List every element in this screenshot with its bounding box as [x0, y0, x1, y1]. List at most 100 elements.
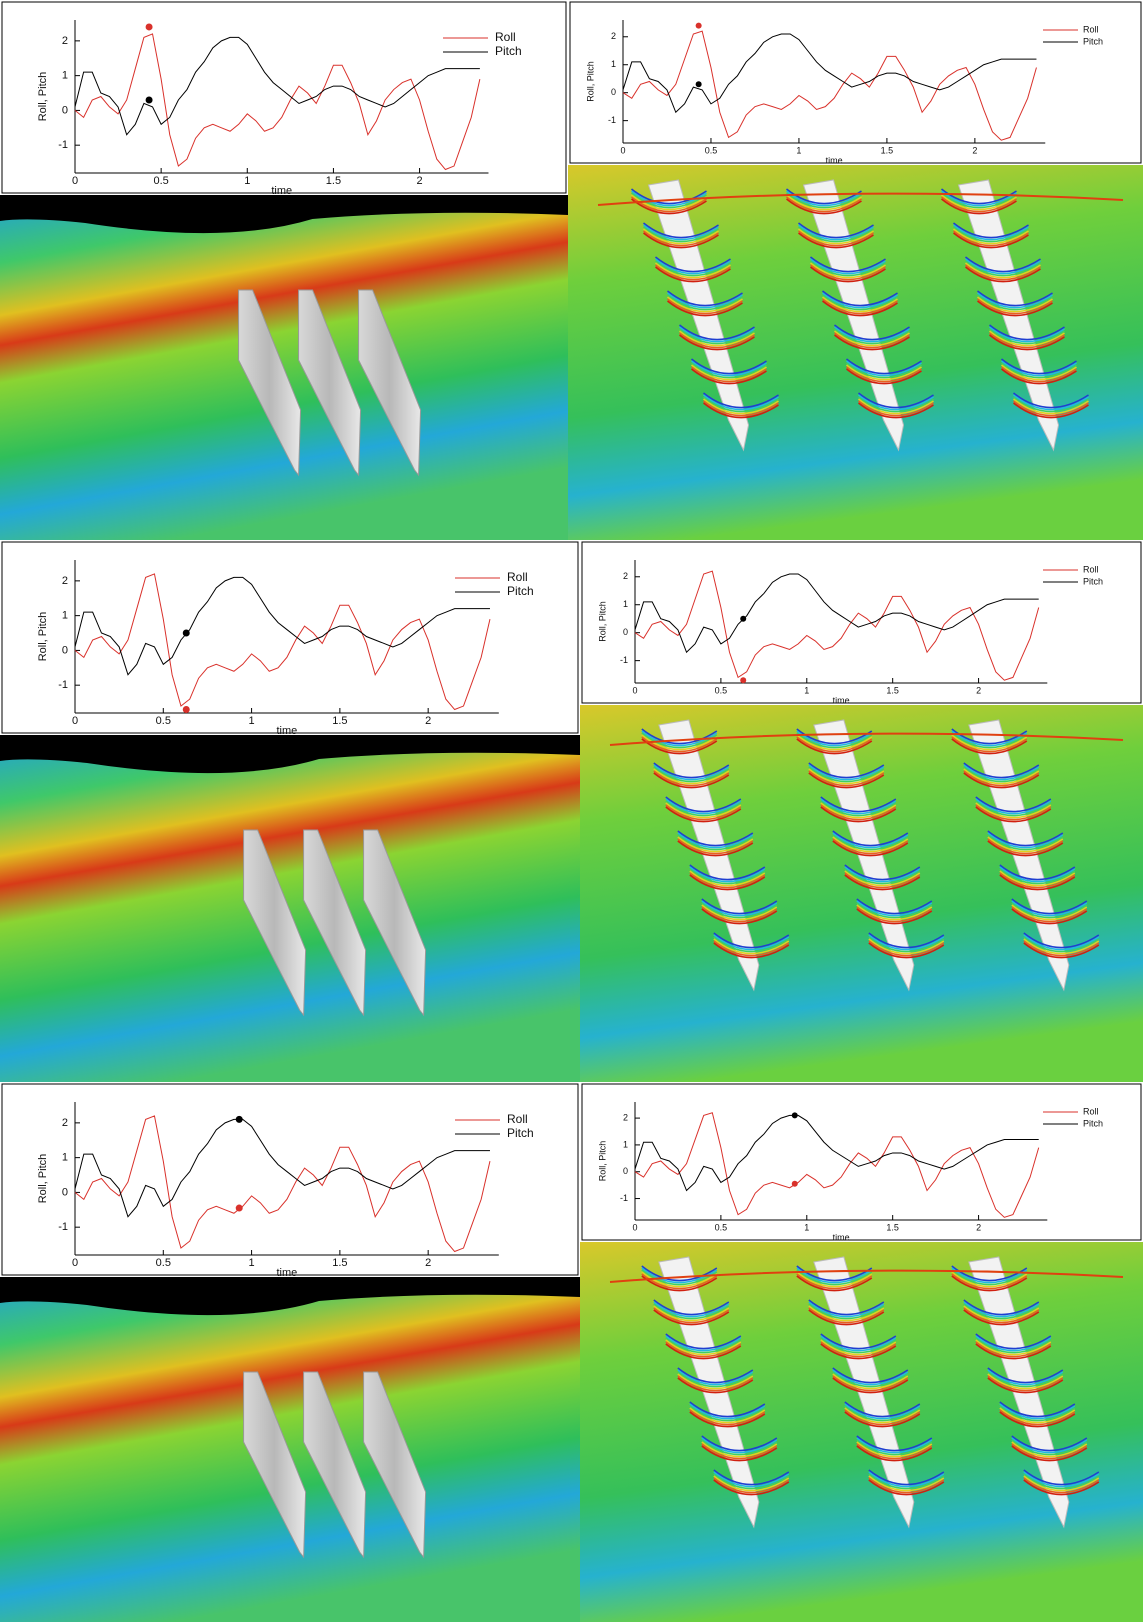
time-marker — [146, 96, 153, 103]
x-tick-label: 0 — [72, 1257, 78, 1269]
y-tick-label: 1 — [623, 1139, 628, 1149]
y-tick-label: 0 — [623, 1166, 628, 1176]
time-marker — [792, 1181, 798, 1187]
x-axis-label: time — [833, 695, 850, 705]
time-marker — [146, 23, 153, 30]
legend-label: Pitch — [507, 584, 534, 598]
flow-visualization — [580, 705, 1143, 1082]
x-tick-label: 1.5 — [332, 715, 347, 727]
legend-label: Pitch — [1083, 1118, 1103, 1128]
chart-background — [582, 542, 1141, 703]
chart-background — [2, 1084, 578, 1275]
flow-field — [0, 1277, 580, 1622]
chart-background — [582, 1084, 1141, 1240]
y-tick-label: -1 — [58, 139, 68, 151]
chart-panel: 00.511.52-1012timeRoll, PitchRollPitch — [2, 542, 578, 737]
y-tick-label: -1 — [620, 655, 628, 665]
y-tick-label: 2 — [62, 35, 68, 47]
x-tick-label: 1.5 — [881, 145, 894, 155]
chart-panel: 00.511.52-1012timeRoll, PitchRollPitch — [570, 2, 1141, 165]
x-tick-label: 0 — [620, 145, 625, 155]
y-tick-label: 0 — [611, 87, 616, 97]
x-tick-label: 1 — [804, 1222, 809, 1232]
flow-visualization — [0, 1277, 580, 1622]
x-axis-label: time — [833, 1232, 850, 1242]
y-tick-label: 2 — [623, 571, 628, 581]
x-tick-label: 0.5 — [156, 1257, 171, 1269]
x-tick-label: 2 — [972, 145, 977, 155]
x-tick-label: 2 — [417, 175, 423, 187]
legend-label: Pitch — [507, 1126, 534, 1140]
figure: 00.511.52-1012timeRoll, PitchRollPitch00… — [0, 0, 1143, 1622]
y-tick-label: 2 — [62, 575, 68, 587]
y-tick-label: 2 — [62, 1117, 68, 1129]
flow-field — [580, 705, 1143, 1082]
x-tick-label: 0 — [72, 175, 78, 187]
x-tick-label: 1.5 — [886, 685, 899, 695]
y-axis-label: Roll, Pitch — [597, 601, 607, 642]
y-tick-label: 2 — [611, 31, 616, 41]
legend-label: Roll — [507, 1112, 528, 1126]
x-tick-label: 0.5 — [156, 715, 171, 727]
x-axis-label: time — [277, 725, 298, 737]
y-axis-label: Roll, Pitch — [37, 72, 49, 122]
flow-field — [580, 1242, 1143, 1622]
flow-visualization — [580, 1242, 1143, 1622]
time-marker — [740, 677, 746, 683]
y-axis-label: Roll, Pitch — [585, 61, 595, 102]
y-axis-label: Roll, Pitch — [597, 1141, 607, 1182]
y-tick-label: 1 — [62, 1152, 68, 1164]
y-tick-label: -1 — [620, 1193, 628, 1203]
legend-label: Roll — [507, 570, 528, 584]
x-axis-label: time — [271, 185, 292, 197]
flow-visualization — [0, 195, 568, 540]
chart-background — [2, 2, 566, 193]
time-marker — [740, 616, 746, 622]
x-tick-label: 0 — [72, 715, 78, 727]
chart-panel: 00.511.52-1012timeRoll, PitchRollPitch — [582, 1084, 1141, 1242]
x-tick-label: 2 — [425, 1257, 431, 1269]
time-marker — [236, 1116, 243, 1123]
y-tick-label: 0 — [62, 1186, 68, 1198]
page: 00.511.52-1012timeRoll, PitchRollPitch00… — [0, 0, 1143, 1622]
legend-label: Roll — [1083, 1106, 1099, 1116]
x-tick-label: 0 — [632, 1222, 637, 1232]
y-tick-label: 0 — [62, 644, 68, 656]
time-marker — [183, 706, 190, 713]
flow-field — [568, 165, 1143, 540]
x-tick-label: 1.5 — [886, 1222, 899, 1232]
x-tick-label: 1 — [249, 715, 255, 727]
legend-label: Roll — [1083, 564, 1099, 574]
time-marker — [236, 1205, 243, 1212]
time-marker — [183, 630, 190, 637]
x-axis-label: time — [826, 155, 843, 165]
x-tick-label: 0 — [632, 685, 637, 695]
y-axis-label: Roll, Pitch — [37, 612, 49, 662]
x-axis-label: time — [277, 1267, 298, 1279]
legend-label: Pitch — [495, 44, 522, 58]
time-marker — [696, 81, 702, 87]
y-tick-label: -1 — [608, 115, 616, 125]
x-tick-label: 1 — [249, 1257, 255, 1269]
chart-panel: 00.511.52-1012timeRoll, PitchRollPitch — [582, 542, 1141, 705]
chart-background — [570, 2, 1141, 163]
chart-panel: 00.511.52-1012timeRoll, PitchRollPitch — [2, 2, 566, 197]
chart-background — [2, 542, 578, 733]
x-tick-label: 2 — [425, 715, 431, 727]
y-axis-label: Roll, Pitch — [37, 1154, 49, 1204]
x-tick-label: 1.5 — [326, 175, 341, 187]
legend-label: Roll — [1083, 24, 1099, 34]
flow-field — [0, 735, 580, 1082]
y-tick-label: 0 — [623, 627, 628, 637]
x-tick-label: 1.5 — [332, 1257, 347, 1269]
time-marker — [792, 1112, 798, 1118]
x-tick-label: 0.5 — [715, 685, 728, 695]
y-tick-label: 1 — [62, 610, 68, 622]
y-tick-label: 2 — [623, 1112, 628, 1122]
legend-label: Pitch — [1083, 36, 1103, 46]
legend-label: Roll — [495, 30, 516, 44]
x-tick-label: 0.5 — [153, 175, 168, 187]
time-marker — [696, 23, 702, 29]
x-tick-label: 2 — [976, 1222, 981, 1232]
